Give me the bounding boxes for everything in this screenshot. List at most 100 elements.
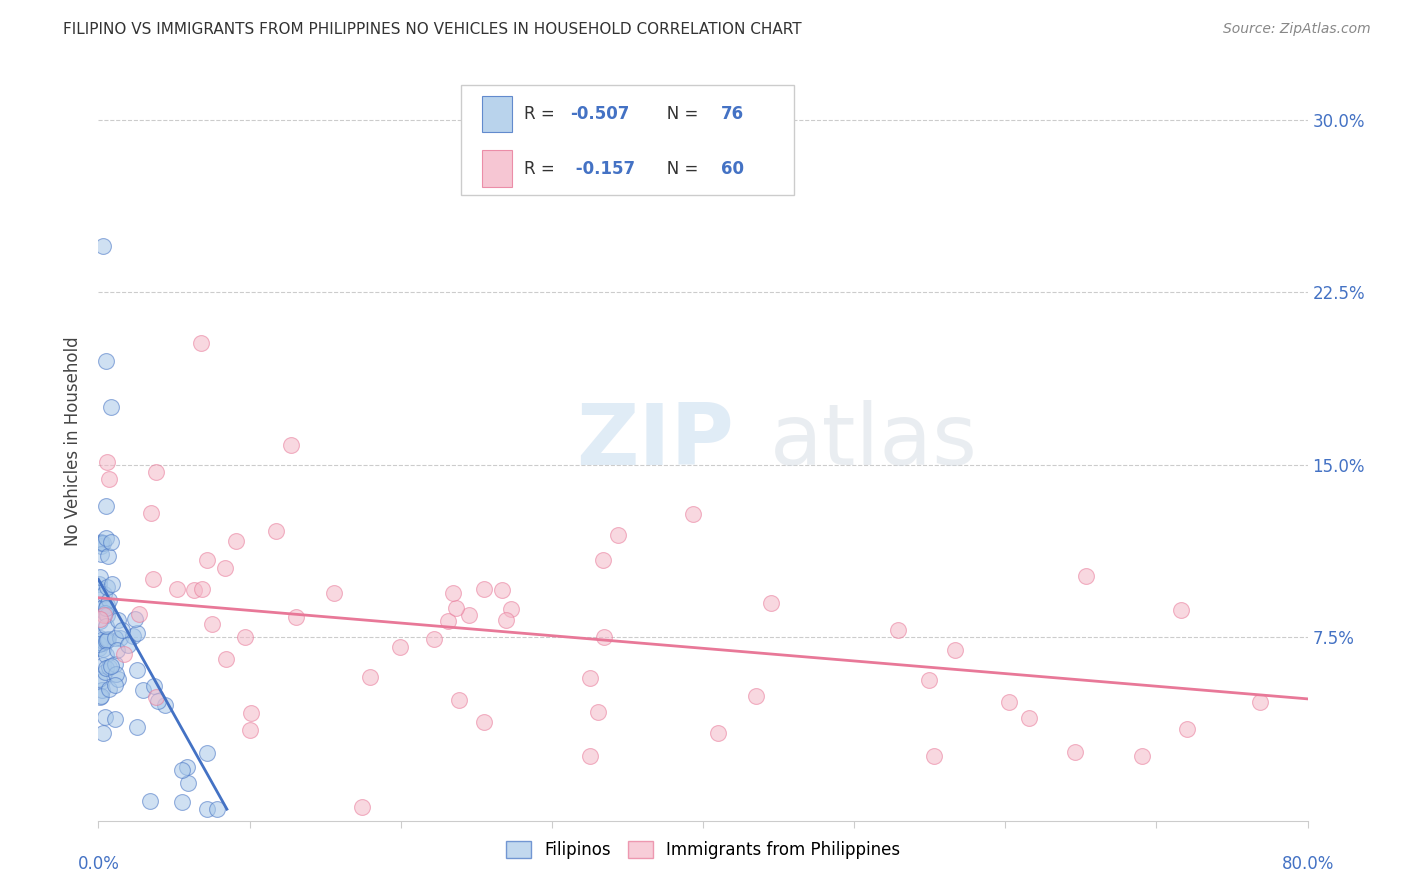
Point bbox=[457, 608, 479, 623]
Point bbox=[91, 600, 114, 615]
Point bbox=[94, 354, 117, 368]
Point bbox=[125, 625, 148, 640]
Point bbox=[141, 507, 163, 521]
Point bbox=[998, 695, 1021, 709]
Point bbox=[91, 536, 114, 550]
Text: N =: N = bbox=[651, 160, 703, 178]
Point bbox=[97, 593, 120, 607]
Point bbox=[90, 683, 112, 698]
Point bbox=[501, 602, 523, 616]
Point bbox=[1064, 745, 1087, 759]
Point bbox=[96, 601, 118, 615]
Point bbox=[107, 613, 129, 627]
Point bbox=[145, 690, 167, 704]
Point bbox=[887, 624, 910, 638]
Point bbox=[90, 536, 112, 550]
Point bbox=[90, 690, 112, 704]
Point bbox=[592, 552, 614, 566]
Text: R =: R = bbox=[524, 105, 560, 123]
Y-axis label: No Vehicles in Household: No Vehicles in Household bbox=[65, 336, 83, 547]
Point bbox=[96, 633, 118, 648]
Point bbox=[682, 507, 704, 521]
Point bbox=[142, 572, 165, 586]
Point bbox=[93, 665, 115, 680]
Point bbox=[100, 400, 122, 414]
Point bbox=[1076, 569, 1098, 583]
Point bbox=[761, 596, 783, 610]
Point bbox=[264, 524, 287, 538]
Point bbox=[359, 671, 381, 685]
Text: 0.0%: 0.0% bbox=[77, 855, 120, 873]
Point bbox=[87, 576, 110, 591]
Point bbox=[195, 553, 218, 567]
Point bbox=[195, 802, 218, 816]
Point bbox=[153, 698, 176, 712]
Point bbox=[96, 455, 118, 469]
Point bbox=[143, 679, 166, 693]
Point bbox=[87, 635, 110, 649]
Text: N =: N = bbox=[651, 105, 703, 123]
Point bbox=[91, 635, 114, 649]
Point bbox=[124, 612, 146, 626]
Point bbox=[104, 712, 127, 726]
Point bbox=[449, 692, 471, 706]
Point bbox=[90, 547, 112, 561]
Point bbox=[98, 473, 121, 487]
Point bbox=[89, 601, 111, 615]
Point bbox=[91, 726, 114, 740]
Point bbox=[89, 637, 111, 651]
Point bbox=[215, 652, 238, 666]
Point bbox=[172, 763, 194, 777]
Point bbox=[176, 760, 198, 774]
Point bbox=[96, 531, 118, 545]
Point bbox=[105, 667, 128, 681]
Text: 76: 76 bbox=[721, 105, 744, 123]
Point bbox=[745, 690, 768, 704]
Legend: Filipinos, Immigrants from Philippines: Filipinos, Immigrants from Philippines bbox=[499, 834, 907, 865]
Point bbox=[96, 632, 118, 647]
Point bbox=[98, 660, 121, 674]
Point bbox=[170, 795, 193, 809]
Point bbox=[592, 630, 614, 644]
Text: R =: R = bbox=[524, 160, 560, 178]
Point bbox=[579, 671, 602, 685]
Point bbox=[90, 539, 112, 553]
Point bbox=[87, 672, 110, 686]
Point bbox=[94, 661, 117, 675]
Point bbox=[233, 630, 256, 644]
Point bbox=[491, 582, 513, 597]
Point bbox=[707, 726, 730, 740]
Point bbox=[197, 746, 219, 760]
Text: 80.0%: 80.0% bbox=[1281, 855, 1334, 873]
Point bbox=[472, 582, 495, 596]
Point bbox=[90, 535, 112, 549]
Point bbox=[176, 775, 198, 789]
Point bbox=[96, 580, 118, 594]
Text: atlas: atlas bbox=[769, 400, 977, 483]
Point bbox=[93, 608, 115, 623]
Point bbox=[240, 706, 263, 720]
Point bbox=[100, 534, 122, 549]
Point bbox=[183, 583, 205, 598]
Point bbox=[107, 672, 129, 686]
Point bbox=[94, 607, 117, 621]
Point bbox=[87, 640, 110, 655]
Point bbox=[89, 582, 111, 596]
Point bbox=[1018, 711, 1040, 725]
Point bbox=[1175, 722, 1198, 736]
Point bbox=[918, 673, 941, 687]
Point bbox=[94, 499, 117, 513]
Point bbox=[96, 599, 118, 613]
Point bbox=[97, 632, 120, 647]
Point bbox=[89, 570, 111, 584]
Point bbox=[474, 715, 496, 730]
Point bbox=[91, 658, 114, 673]
Point bbox=[1130, 749, 1153, 764]
Point bbox=[90, 633, 112, 648]
Point bbox=[1170, 603, 1192, 617]
Point bbox=[444, 601, 467, 615]
Point bbox=[96, 607, 118, 622]
Text: FILIPINO VS IMMIGRANTS FROM PHILIPPINES NO VEHICLES IN HOUSEHOLD CORRELATION CHA: FILIPINO VS IMMIGRANTS FROM PHILIPPINES … bbox=[63, 22, 801, 37]
Point bbox=[943, 642, 966, 657]
FancyBboxPatch shape bbox=[461, 85, 793, 195]
